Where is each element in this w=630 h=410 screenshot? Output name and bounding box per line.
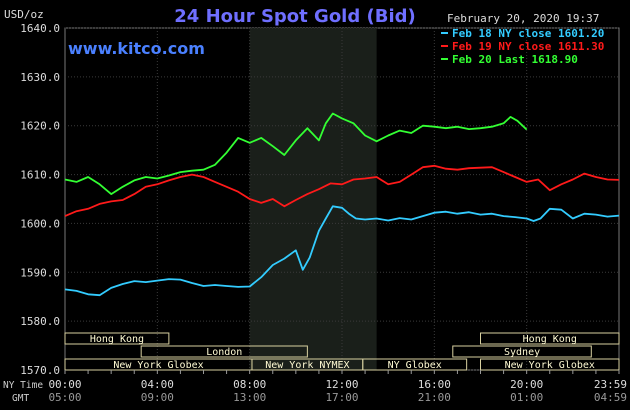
x-tick-label-ny: 08:00 <box>233 378 266 391</box>
x-tick-label-ny: 16:00 <box>418 378 451 391</box>
y-tick-label: 1610.0 <box>20 169 60 182</box>
session-box <box>64 332 170 345</box>
x-tick-label-ny: 23:59 <box>594 378 627 391</box>
ny-time-label: NY Time <box>3 380 43 391</box>
x-tick-label-gmt: 13:00 <box>233 391 266 404</box>
y-tick-label: 1600.0 <box>20 217 60 230</box>
x-tick-label-ny: 04:00 <box>141 378 174 391</box>
session-label: NY Globex <box>388 360 442 371</box>
y-axis-ticks: 1570.0 1580.0 1590.0 1600.0 1610.0 1620.0 1630… <box>20 22 60 377</box>
series-line-feb19 <box>64 164 620 217</box>
legend-feb19: Feb 19 NY close 1611.30 <box>452 40 604 53</box>
chart-title: 24 Hour Spot Gold (Bid) <box>174 6 415 27</box>
legend-feb20: Feb 20 Last 1618.90 <box>452 53 578 66</box>
legend: Feb 18 NY close 1601.20 Feb 19 NY close … <box>441 27 604 66</box>
session-label: London <box>206 347 242 358</box>
y-tick-label: 1580.0 <box>20 315 60 328</box>
x-tick-label-ny: 00:00 <box>48 378 81 391</box>
session-box <box>452 345 592 358</box>
series-line-feb20 <box>64 112 528 196</box>
series-line-feb18 <box>64 205 620 297</box>
x-tick-label-gmt: 05:00 <box>48 391 81 404</box>
y-tick-label: 1590.0 <box>20 266 60 279</box>
session-label: Hong Kong <box>523 334 577 345</box>
price-series <box>64 112 620 297</box>
session-label: Sydney <box>504 347 540 358</box>
gmt-label: GMT <box>12 393 29 404</box>
units-label: USD/oz <box>4 8 44 21</box>
x-tick-label-gmt: 01:00 <box>510 391 543 404</box>
ny-session-shade-rect <box>249 28 377 370</box>
x-tick-label-gmt: 21:00 <box>418 391 451 404</box>
y-tick-label: 1570.0 <box>20 364 60 377</box>
legend-feb18: Feb 18 NY close 1601.20 <box>452 27 604 40</box>
timestamp: February 20, 2020 19:37 <box>447 12 599 25</box>
website-link[interactable]: www.kitco.com <box>68 39 205 58</box>
x-tick-label-ny: 20:00 <box>510 378 543 391</box>
session-box <box>362 358 468 371</box>
y-tick-label: 1630.0 <box>20 71 60 84</box>
x-tick-label-ny: 12:00 <box>325 378 358 391</box>
session-box <box>140 345 308 358</box>
session-box <box>480 332 620 345</box>
x-tick-label-gmt: 17:00 <box>325 391 358 404</box>
y-tick-label: 1620.0 <box>20 120 60 133</box>
session-label: New York Globex <box>505 360 595 371</box>
x-tick-label-gmt: 04:59 <box>594 391 627 404</box>
ny-session-shade <box>249 28 377 370</box>
y-tick-label: 1640.0 <box>20 22 60 35</box>
x-tick-label-gmt: 09:00 <box>141 391 174 404</box>
session-label: Hong Kong <box>90 334 144 345</box>
session-label: New York NYMEX <box>265 360 349 371</box>
session-label: New York Globex <box>113 360 203 371</box>
